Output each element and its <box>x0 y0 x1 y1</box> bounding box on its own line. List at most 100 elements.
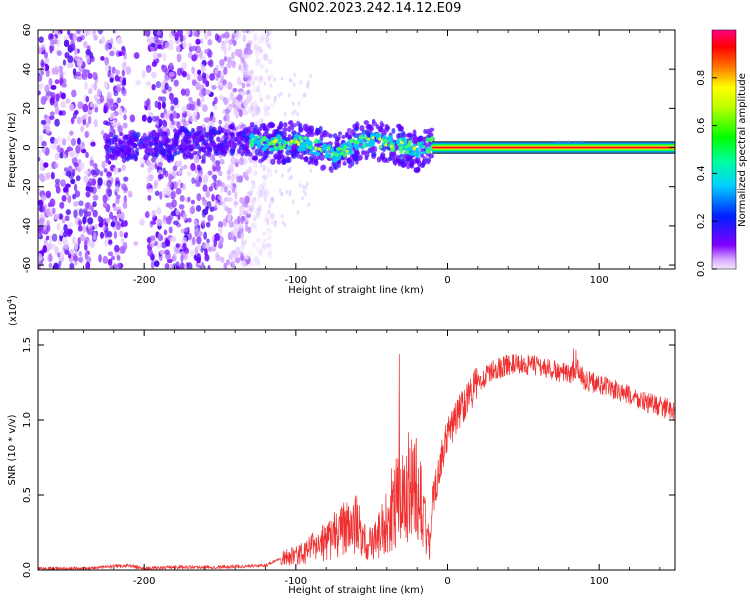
spectrum-noise-blob <box>65 209 72 216</box>
spectrum-envelope-blob <box>371 121 378 127</box>
spectrum-noise-blob <box>258 248 263 256</box>
spectrum-core-blob <box>414 147 420 152</box>
spectrum-noise-blob <box>45 124 51 134</box>
spectrum-noise-blob <box>102 224 106 232</box>
spectrum-noise-blob <box>105 187 111 196</box>
spectrum-noise-blob <box>123 195 128 203</box>
spectrum-noise-blob <box>221 33 226 39</box>
spectrum-noise-blob <box>54 30 59 35</box>
spectrum-noise-blob <box>280 91 283 97</box>
spectrum-noise-blob <box>203 117 210 123</box>
spectrum-noise-blob <box>161 64 168 73</box>
spectrum-noise-blob <box>302 184 306 189</box>
spectrum-envelope-blob <box>420 153 425 158</box>
spectrum-noise-blob <box>176 30 183 38</box>
spectrum-noise-blob <box>116 36 123 45</box>
spectrum-core-blob <box>272 148 276 152</box>
spectrum-noise-blob <box>269 179 274 185</box>
spectrum-envelope-blob <box>245 149 251 154</box>
spectrum-noise-blob <box>196 98 201 107</box>
spectrum-noise-blob <box>122 77 127 83</box>
spectrum-noise-blob <box>157 44 162 50</box>
spectrum-noise-blob <box>255 196 262 203</box>
spectrum-noise-blob <box>239 157 244 166</box>
spectrum-noise-blob <box>94 106 99 113</box>
spectrum-noise-blob <box>263 109 268 117</box>
spectrum-core-blob <box>339 150 344 156</box>
spectrum-envelope-blob <box>303 156 309 162</box>
spectrum-noise-blob <box>224 108 230 114</box>
spectrum-noise-blob <box>196 236 202 245</box>
spectrum-noise-blob <box>245 213 252 219</box>
spectrum-noise-blob <box>301 196 304 201</box>
spectrum-noise-blob <box>74 241 79 251</box>
spectrum-noise-blob <box>214 33 219 41</box>
spectrum-noise-blob <box>41 248 45 254</box>
spectrum-noise-blob <box>262 164 266 170</box>
x-tick-label: -100 <box>284 275 307 286</box>
spectrum-noise-blob <box>161 241 167 249</box>
spectrum-noise-blob <box>227 190 232 196</box>
spectrum-envelope-blob <box>143 153 149 161</box>
spectrum-noise-blob <box>98 254 102 263</box>
spectrum-noise-blob <box>61 100 66 106</box>
spectrum-envelope-blob <box>369 146 375 153</box>
spectrum-noise-blob <box>234 190 238 200</box>
colorbar-label: Normalized spectral amplitude <box>737 73 748 227</box>
spectrum-noise-blob <box>65 170 72 177</box>
spectrum-envelope-blob <box>185 151 191 159</box>
spectrum-noise-blob <box>266 30 271 38</box>
spectrum-noise-blob <box>72 255 79 262</box>
spectrum-noise-blob <box>97 215 102 223</box>
colorbar-tick-label: 0.2 <box>696 213 707 229</box>
spectrum-noise-blob <box>124 231 129 238</box>
spectrum-noise-blob <box>177 179 182 186</box>
spectrum-envelope-blob <box>389 151 393 158</box>
spectrum-noise-blob <box>177 169 182 175</box>
spectrum-noise-blob <box>291 101 295 106</box>
spectrum-noise-blob <box>230 156 236 165</box>
spectrum-noise-blob <box>44 84 50 94</box>
spectrum-noise-blob <box>202 104 208 112</box>
spectrum-core-blob <box>312 151 318 156</box>
spectrum-noise-blob <box>188 96 193 102</box>
spectrum-noise-blob <box>87 73 93 80</box>
spectrum-noise-blob <box>76 36 83 43</box>
spectrum-noise-blob <box>62 231 68 238</box>
spectrum-noise-blob <box>113 119 117 127</box>
spectrum-noise-blob <box>163 229 168 236</box>
spectrum-noise-blob <box>202 127 206 133</box>
spectrum-noise-blob <box>157 101 162 110</box>
spectrum-noise-blob <box>205 80 210 88</box>
spectrum-noise-blob <box>211 193 215 202</box>
spectrum-noise-blob <box>248 84 253 92</box>
spectrum-noise-blob <box>53 262 59 269</box>
spectrum-envelope-blob <box>362 150 368 155</box>
spectrum-noise-blob <box>72 33 78 41</box>
spectrum-noise-blob <box>110 255 116 261</box>
spectrum-noise-blob <box>239 252 245 261</box>
x-tick-label: 100 <box>590 576 609 587</box>
spectrum-noise-blob <box>122 122 128 129</box>
spectrum-noise-blob <box>94 168 100 176</box>
spectrum-noise-blob <box>251 203 255 212</box>
spectrum-noise-blob <box>193 111 198 117</box>
spectrum-envelope-blob <box>231 142 236 148</box>
spectrum-noise-blob <box>59 78 64 85</box>
spectrum-noise-blob <box>251 180 256 189</box>
spectrum-noise-blob <box>85 95 90 103</box>
spectrum-noise-blob <box>81 68 88 77</box>
spectrum-hotspot <box>400 141 404 145</box>
spectrum-noise-blob <box>218 119 222 125</box>
spectrum-noise-blob <box>175 45 181 53</box>
spectrum-noise-blob <box>158 173 164 180</box>
spectrum-noise-blob <box>248 166 252 174</box>
spectrum-noise-blob <box>200 38 204 44</box>
spectrum-noise-blob <box>291 111 294 116</box>
spectrum-noise-blob <box>231 60 236 69</box>
spectrum-core-blob <box>324 150 330 155</box>
spectrum-noise-blob <box>46 172 51 180</box>
spectrum-noise-blob <box>147 116 153 124</box>
spectrum-core-blob <box>250 137 255 143</box>
spectrum-envelope-blob <box>161 138 166 145</box>
